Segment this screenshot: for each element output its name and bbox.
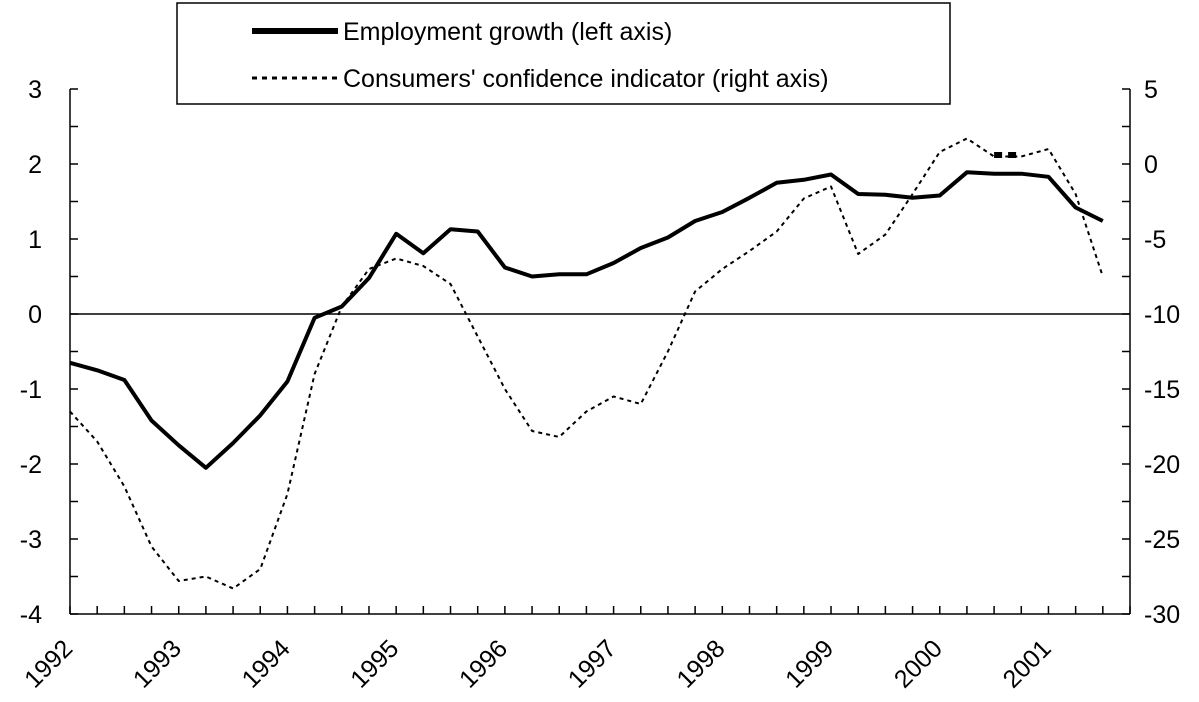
right-axis-tick-label: -30: [1144, 601, 1180, 629]
employment-growth-line: [69, 170, 1104, 470]
legend: Employment growth (left axis) Consumers'…: [176, 2, 951, 105]
legend-box: [176, 2, 951, 105]
right-axis-tick-label: -15: [1144, 376, 1180, 404]
left-axis-tick-label: -2: [20, 451, 42, 479]
x-axis-tick-label: 1999: [780, 634, 839, 693]
x-axis-tick-label: 1996: [454, 634, 513, 693]
x-axis-tick-label: 2000: [889, 634, 948, 693]
x-axis-tick-label: 1997: [563, 634, 622, 693]
right-axis-tick-label: -25: [1144, 526, 1180, 554]
left-axis-tick-label: 3: [28, 76, 42, 104]
right-axis-tick-label: 5: [1144, 76, 1158, 104]
x-axis-tick-label: 1995: [345, 634, 404, 693]
legend-label-confidence: Consumers' confidence indicator (right a…: [343, 65, 829, 93]
plot-area: [69, 137, 1104, 590]
legend-label-employment: Employment growth (left axis): [343, 18, 672, 46]
right-axis-tick-label: -20: [1144, 451, 1180, 479]
x-axis-tick-label: 1994: [237, 634, 296, 693]
right-axis-tick-label: 0: [1144, 151, 1158, 179]
x-axis-tick-label: 1992: [19, 634, 78, 693]
left-axis-tick-label: 2: [28, 151, 42, 179]
axes: 3 2 1 0 -1 -2 -3 -4 5 0 -5 -10 -15 -20 -25 -30 1992 1993 1…: [19, 76, 1180, 694]
right-axis-tick-label: -5: [1144, 226, 1166, 254]
left-axis-tick-label: -4: [20, 601, 42, 629]
left-axis-tick-label: -1: [20, 376, 42, 404]
left-axis-tick-label: 0: [28, 301, 42, 329]
x-axis-tick-label: 2001: [998, 634, 1057, 693]
x-axis-tick-label: 1993: [128, 634, 187, 693]
left-axis-tick-label: 1: [28, 226, 42, 254]
left-axis-tick-label: -3: [20, 526, 42, 554]
x-axis-tick-label: 1998: [671, 634, 730, 693]
consumer-confidence-line: [69, 137, 1104, 590]
right-axis-tick-label: -10: [1144, 301, 1180, 329]
